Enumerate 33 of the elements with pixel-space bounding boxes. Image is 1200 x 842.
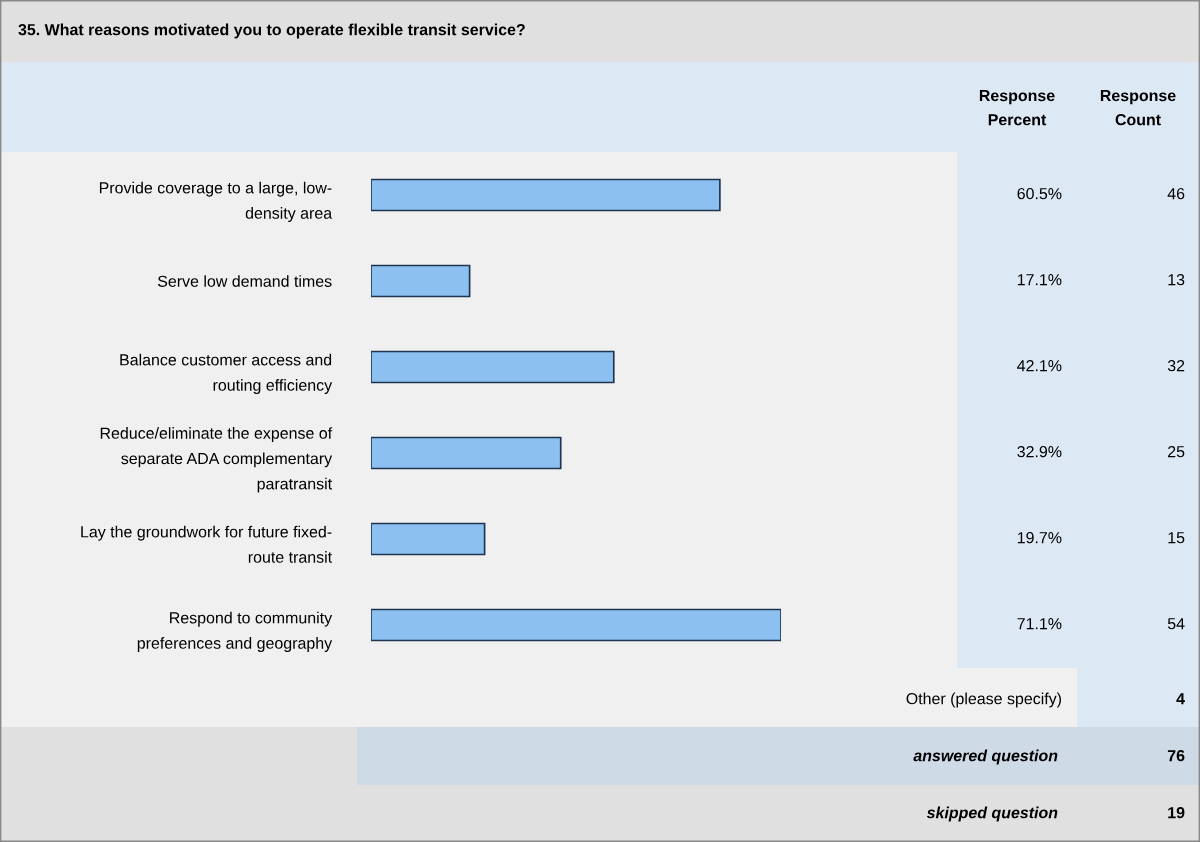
y-tick-label: Provide coverage to a large, low- density area bbox=[99, 181, 333, 222]
bar bbox=[371, 522, 486, 556]
bar bbox=[371, 436, 562, 470]
text: 25 bbox=[1168, 445, 1185, 458]
y-tick-label: Serve low demand times bbox=[157, 275, 332, 287]
text: 4 bbox=[1176, 693, 1185, 705]
chart-title: 35. What reasons motivated you to operate flexible transit service? bbox=[18, 23, 525, 39]
text: 46 bbox=[1167, 187, 1185, 200]
data-label: 42.1% bbox=[1017, 359, 1062, 372]
y-tick-label: Reduce/eliminate the expense of separate ADA complementary paratransit bbox=[100, 427, 333, 493]
y-tick-label: Lay the groundwork for future fixed- route transit bbox=[81, 525, 332, 563]
text: Response Count bbox=[1100, 90, 1176, 126]
text: 76 bbox=[1167, 749, 1185, 762]
bar bbox=[371, 350, 615, 384]
data-label: 32.9% bbox=[1017, 445, 1062, 458]
data-label: 71.1% bbox=[1017, 618, 1062, 630]
bar bbox=[371, 178, 721, 212]
text: answered question bbox=[913, 749, 1058, 765]
text: 19 bbox=[1168, 806, 1185, 819]
text: 54 bbox=[1167, 618, 1185, 630]
data-label: 17.1% bbox=[1017, 274, 1062, 286]
text: 13 bbox=[1168, 273, 1185, 286]
data-label: 19.7% bbox=[1017, 531, 1062, 544]
text: skipped question bbox=[926, 806, 1058, 822]
text: Other (please specify) bbox=[906, 692, 1062, 708]
text: 32 bbox=[1167, 359, 1185, 372]
data-label: 60.5% bbox=[1017, 187, 1062, 200]
bar bbox=[371, 264, 471, 298]
y-tick-label: Balance customer access and routing efficiency bbox=[120, 353, 333, 394]
text: Response Percent bbox=[979, 90, 1055, 126]
bar bbox=[371, 608, 781, 642]
y-tick-label: Respond to community preferences and geography bbox=[137, 611, 333, 652]
text: 15 bbox=[1168, 532, 1185, 544]
